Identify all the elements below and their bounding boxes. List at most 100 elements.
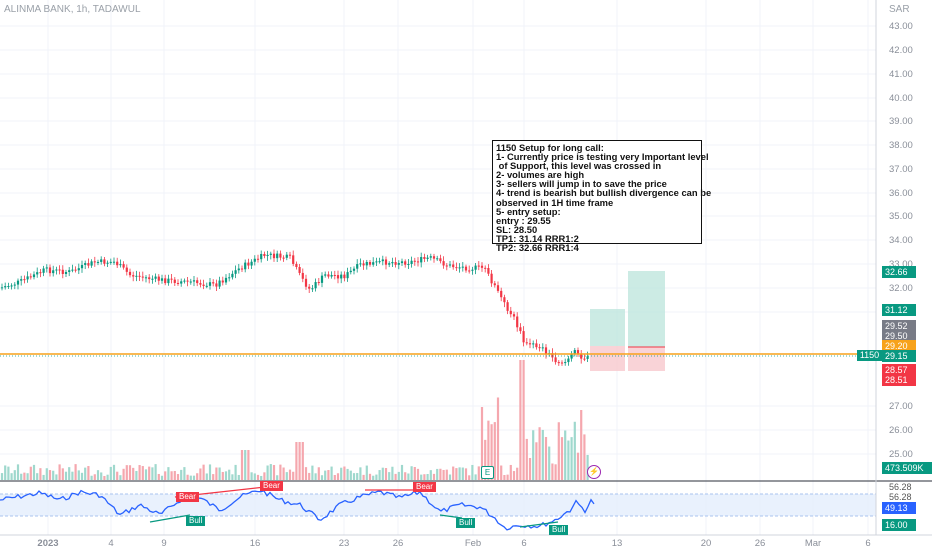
candle-body	[45, 267, 48, 269]
long-position-tool-2[interactable]	[628, 271, 665, 371]
candle-body	[349, 270, 352, 273]
bull-label: Bull	[549, 525, 569, 535]
price-tick-label: 38.00	[889, 140, 913, 151]
candle-body	[167, 278, 170, 284]
candle-body	[516, 316, 519, 328]
note-line: SL: 28.50	[496, 223, 538, 235]
volume-bar	[420, 474, 423, 480]
candle-body	[583, 358, 586, 360]
candle-body	[461, 266, 464, 268]
candle-body	[13, 284, 16, 286]
candle-body	[365, 261, 368, 266]
volume-bar	[218, 467, 221, 480]
candle-body	[580, 353, 583, 359]
volume-bar	[477, 466, 480, 480]
candle-body	[557, 362, 560, 364]
candle-body	[100, 259, 103, 262]
candle-body	[423, 257, 426, 259]
candle-body	[298, 267, 301, 273]
volume-bar	[208, 464, 212, 480]
flash-marker-icon[interactable]: ⚡	[587, 465, 601, 479]
candlesticks	[0, 249, 589, 366]
volume-bar	[423, 474, 426, 480]
volume-bar	[186, 474, 189, 480]
price-tick-label: 42.00	[889, 45, 913, 56]
candle-body	[106, 262, 109, 264]
candle-body	[375, 261, 378, 263]
volume-bar	[359, 467, 362, 480]
symbol-price-tag: 1150	[857, 350, 882, 361]
candle-body	[372, 262, 375, 265]
tp2-price-tag: 32.66	[882, 266, 916, 278]
volume-bar	[71, 471, 74, 480]
long-position-tool-1[interactable]	[590, 309, 625, 371]
volume-bar	[464, 468, 468, 480]
candle-body	[80, 264, 84, 269]
volume-bar	[282, 467, 285, 480]
volume-bar	[39, 468, 42, 480]
volume-bar	[228, 469, 231, 480]
volume-bar	[250, 472, 253, 480]
bear-label: Bear	[260, 481, 283, 491]
volume-bar	[512, 471, 516, 480]
volume-bar	[170, 471, 173, 480]
volume-bar	[314, 473, 317, 480]
volume-bar	[128, 465, 132, 480]
volume-bar	[439, 468, 442, 480]
volume-bar	[45, 468, 48, 480]
volume-bar	[180, 469, 183, 480]
volume-bar	[320, 475, 324, 480]
candle-body	[26, 276, 29, 280]
volume-bar	[551, 463, 554, 480]
candle-body	[359, 263, 362, 265]
volume-bar	[164, 471, 167, 480]
volume-bar	[4, 465, 7, 480]
volume-bar	[109, 466, 112, 480]
volume-bar	[500, 465, 503, 480]
volume-bar	[234, 464, 237, 480]
volume-bar	[13, 470, 16, 480]
rsi-tick: 56.28	[889, 482, 912, 492]
time-tick-label: 4	[108, 538, 113, 549]
candle-body	[240, 268, 244, 270]
volume-bar	[292, 471, 295, 480]
volume-bar	[116, 471, 119, 480]
volume-bar	[84, 467, 87, 480]
time-tick-label: 26	[755, 538, 766, 549]
candle-body	[496, 285, 500, 291]
candle-body	[64, 272, 68, 274]
volume-bar	[52, 470, 55, 480]
volume-bar	[301, 442, 304, 480]
candle-body	[429, 256, 432, 258]
trade-setup-note[interactable]: 1150 Setup for long call: 1- Currently pr…	[492, 140, 711, 252]
candle-body	[285, 254, 288, 258]
volume-bar	[148, 466, 151, 480]
candle-body	[234, 270, 237, 274]
volume-bar	[410, 466, 413, 480]
earnings-marker-icon[interactable]: E	[481, 466, 494, 479]
volume-bar	[346, 468, 349, 480]
candle-body	[176, 282, 180, 284]
volume-bar	[426, 474, 429, 480]
candle-body	[304, 278, 308, 287]
candle-body	[160, 278, 164, 281]
candle-body	[426, 257, 429, 259]
candle-body	[442, 261, 445, 266]
candle-body	[90, 261, 93, 266]
volume-bar	[260, 475, 263, 480]
candle-body	[343, 274, 346, 279]
bear-label: Bear	[176, 492, 199, 502]
candle-body	[183, 280, 186, 282]
candle-body	[391, 262, 394, 264]
candle-body	[36, 272, 39, 275]
time-tick-label: 16	[250, 538, 261, 549]
candle-body	[247, 262, 250, 266]
price-tick-label: 35.00	[889, 211, 913, 222]
candle-body	[570, 353, 573, 359]
volume-bar	[352, 473, 356, 480]
candle-body	[330, 274, 333, 277]
candle-body	[71, 269, 74, 271]
tp-zone-2	[628, 271, 665, 347]
volume-bar	[452, 466, 455, 480]
